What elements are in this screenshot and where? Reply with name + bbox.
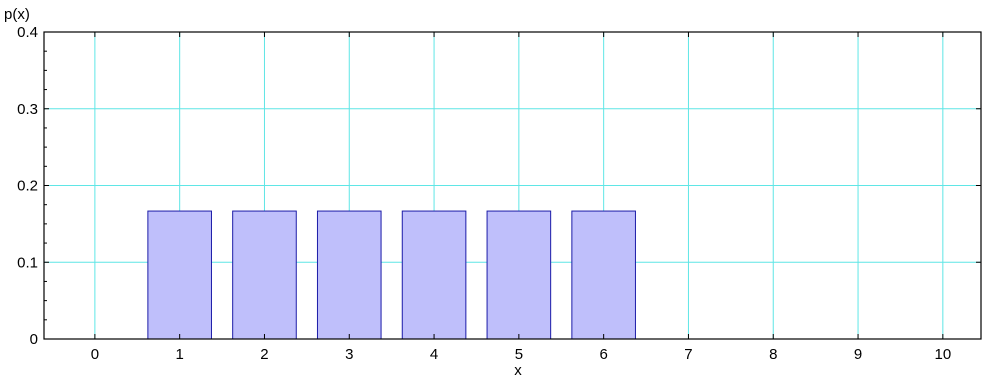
bars (147, 210, 636, 340)
bar (401, 210, 467, 340)
y-axis-label: p(x) (4, 6, 30, 23)
x-tick-label: 2 (260, 346, 268, 363)
bar (147, 210, 212, 340)
bar (316, 210, 382, 340)
x-tick-label: 8 (769, 346, 777, 363)
bar (571, 210, 636, 340)
x-tick-label: 6 (599, 346, 607, 363)
x-tick-label: 5 (515, 346, 523, 363)
x-tick-label: 10 (934, 346, 951, 363)
x-tick-label: 3 (345, 346, 353, 363)
y-tick-label: 0.4 (17, 24, 38, 41)
bar (486, 210, 552, 340)
x-tick-label: 9 (854, 346, 862, 363)
x-tick-label: 7 (684, 346, 692, 363)
x-axis-label: x (514, 362, 522, 377)
bar (232, 210, 297, 340)
x-tick-label: 4 (430, 346, 438, 363)
x-tick-label: 1 (176, 346, 184, 363)
y-tick-label: 0.2 (17, 178, 38, 195)
y-tick-label: 0.1 (17, 254, 38, 271)
y-tick-label: 0 (30, 331, 38, 348)
y-tick-label: 0.3 (17, 101, 38, 118)
ticks: 0 1 2 3 4 5 6 7 8 9 10 0 0.1 0.2 0.3 0.4 (17, 24, 981, 363)
x-tick-label: 0 (91, 346, 99, 363)
